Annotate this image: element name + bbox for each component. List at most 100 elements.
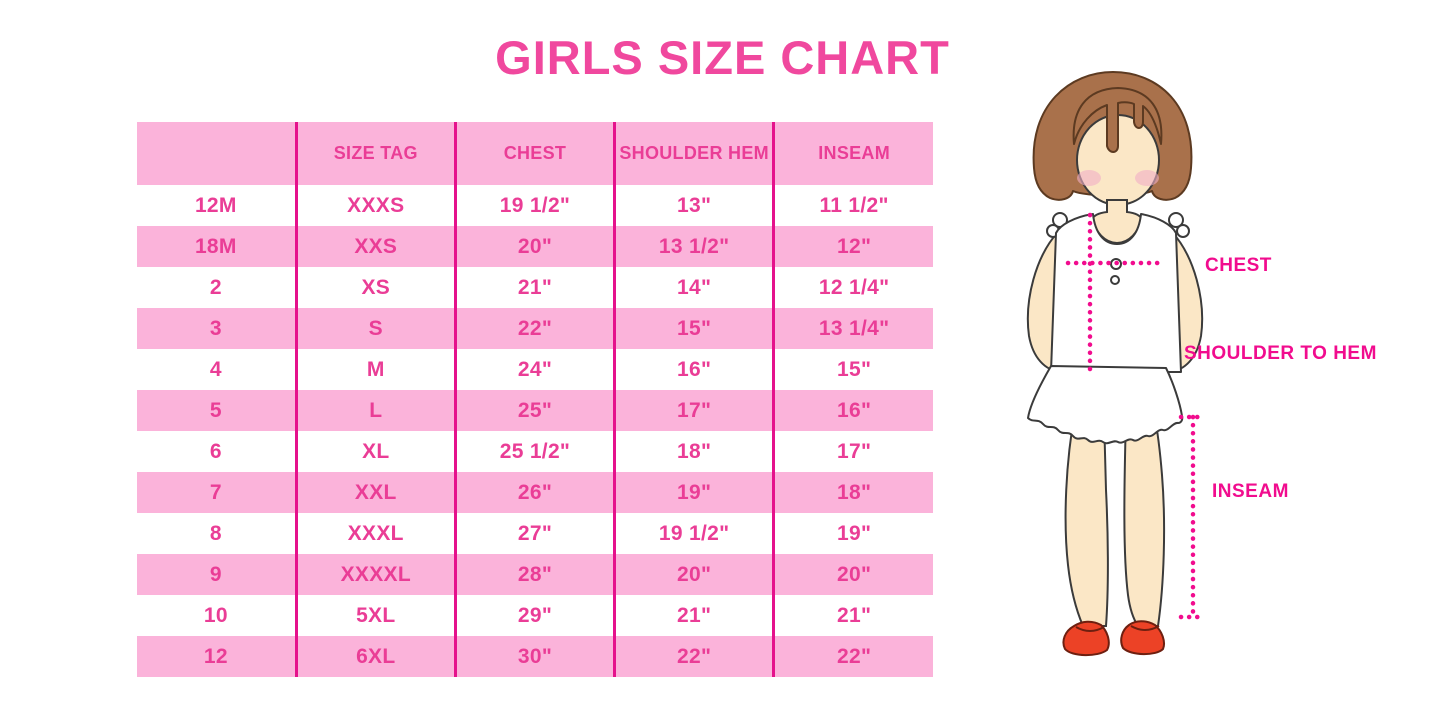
table-row: 6 XL 25 1/2" 18" 17": [137, 431, 933, 472]
table-cell: 6: [209, 439, 222, 463]
table-cell: 15": [613, 308, 774, 349]
table-cell: 12M: [194, 193, 237, 217]
girl-right-shoe-strap: [1130, 625, 1160, 631]
table-cell: 18": [613, 431, 774, 472]
girl-left-shoe-strap: [1075, 626, 1105, 632]
table-cell: 27": [453, 513, 615, 554]
table-cell: XXL: [294, 472, 456, 513]
table-cell: 30": [453, 636, 615, 677]
page-title: GIRLS SIZE CHART: [495, 31, 950, 84]
table-cell: 14": [613, 267, 774, 308]
column-header: SHOULDER HEM: [613, 122, 774, 185]
girl-top-button: [1110, 275, 1120, 285]
table-cell: 13 1/2": [613, 226, 774, 267]
table-cell: M: [294, 349, 456, 390]
table-cell: XXS: [294, 226, 456, 267]
inseam-label: INSEAM: [1212, 481, 1289, 502]
table-cell: 11 1/2": [772, 185, 933, 226]
girl-right-cheek: [1135, 170, 1159, 186]
table-cell: 24": [453, 349, 615, 390]
table-cell: 20": [772, 554, 933, 595]
table-cell: 17": [772, 431, 933, 472]
table-cell: 16": [613, 349, 774, 390]
column-header: [137, 122, 297, 185]
table-cell: 6XL: [294, 636, 456, 677]
column-header: SIZE TAG: [294, 122, 456, 185]
table-cell: 12 1/4": [772, 267, 933, 308]
table-cell: 12": [772, 226, 933, 267]
size-table: SIZE TAG CHEST SHOULDER HEM INSEAM 12M XXXS 1…: [137, 122, 933, 677]
girl-bangs: [1072, 87, 1163, 153]
table-cell: 5XL: [294, 595, 456, 636]
table-cell: XS: [294, 267, 456, 308]
table-cell: 21": [613, 595, 774, 636]
table-row: 12M XXXS 19 1/2" 13" 11 1/2": [137, 185, 933, 226]
column-header: INSEAM: [772, 122, 933, 185]
table-cell: 16": [772, 390, 933, 431]
table-cell: 19": [613, 472, 774, 513]
table-cell: 2: [209, 275, 222, 299]
table-cell: 10: [203, 603, 228, 627]
column-header: CHEST: [453, 122, 615, 185]
table-cell: 19 1/2": [453, 185, 615, 226]
table-cell: 29": [453, 595, 615, 636]
table-cell: S: [294, 308, 456, 349]
chest-label: CHEST: [1205, 255, 1272, 276]
girl-ruffle: [1168, 212, 1184, 228]
girl-right-leg: [1123, 410, 1166, 627]
table-cell: XXXS: [294, 185, 456, 226]
girl-ruffle: [1176, 224, 1190, 238]
table-body: 12M XXXS 19 1/2" 13" 11 1/2" 18M XXS 20" 13 1/2"…: [137, 185, 933, 677]
table-cell: 26": [453, 472, 615, 513]
table-cell: 18M: [194, 234, 237, 258]
table-cell: 19 1/2": [613, 513, 774, 554]
table-cell: 7: [209, 480, 222, 504]
girl-left-shoe: [1062, 620, 1110, 657]
table-cell: 4: [209, 357, 222, 381]
table-cell: 25": [453, 390, 615, 431]
table-row: 5 L 25" 17" 16": [137, 390, 933, 431]
girl-illustration: CHEST SHOULDER TO HEM INSEAM: [1026, 71, 1377, 657]
table-cell: 21": [772, 595, 933, 636]
shoulder-to-hem-label: SHOULDER TO HEM: [1184, 343, 1377, 364]
table-cell: 25 1/2": [453, 431, 615, 472]
table-cell: 18": [772, 472, 933, 513]
girl-skirt: [1027, 365, 1184, 445]
girl-left-cheek: [1077, 170, 1101, 186]
table-cell: 9: [209, 562, 222, 586]
table-cell: 22": [772, 636, 933, 677]
table-cell: 13": [613, 185, 774, 226]
table-cell: 3: [209, 316, 222, 340]
table-row: 3 S 22" 15" 13 1/4": [137, 308, 933, 349]
table-row: 8 XXXL 27" 19 1/2" 19": [137, 513, 933, 554]
table-row: 12 6XL 30" 22" 22": [137, 636, 933, 677]
girl-top: [1050, 213, 1182, 373]
table-cell: 28": [453, 554, 615, 595]
table-cell: 22": [453, 308, 615, 349]
table-cell: 15": [772, 349, 933, 390]
table-row: 9 XXXXL 28" 20" 20": [137, 554, 933, 595]
table-row: 4 M 24" 16" 15": [137, 349, 933, 390]
table-cell: 13 1/4": [772, 308, 933, 349]
table-cell: 5: [209, 398, 222, 422]
table-cell: 17": [613, 390, 774, 431]
measurement-figure: CHEST SHOULDER TO HEM INSEAM: [1000, 60, 1420, 720]
girl-left-leg: [1064, 410, 1109, 627]
table-header-row: SIZE TAG CHEST SHOULDER HEM INSEAM: [137, 122, 933, 185]
table-cell: 19": [772, 513, 933, 554]
table-cell: 21": [453, 267, 615, 308]
table-cell: 8: [209, 521, 222, 545]
table-row: 18M XXS 20" 13 1/2" 12": [137, 226, 933, 267]
girl-neck: [1091, 199, 1143, 245]
size-chart-table: SIZE TAG CHEST SHOULDER HEM INSEAM 12M XXXS 1…: [137, 122, 933, 677]
table-cell: L: [294, 390, 456, 431]
table-cell: XL: [294, 431, 456, 472]
table-cell: 12: [203, 644, 228, 668]
table-cell: XXXL: [294, 513, 456, 554]
table-row: 2 XS 21" 14" 12 1/4": [137, 267, 933, 308]
table-row: 10 5XL 29" 21" 21": [137, 595, 933, 636]
table-cell: 20": [613, 554, 774, 595]
table-cell: XXXXL: [294, 554, 456, 595]
table-cell: 20": [453, 226, 615, 267]
table-row: 7 XXL 26" 19" 18": [137, 472, 933, 513]
